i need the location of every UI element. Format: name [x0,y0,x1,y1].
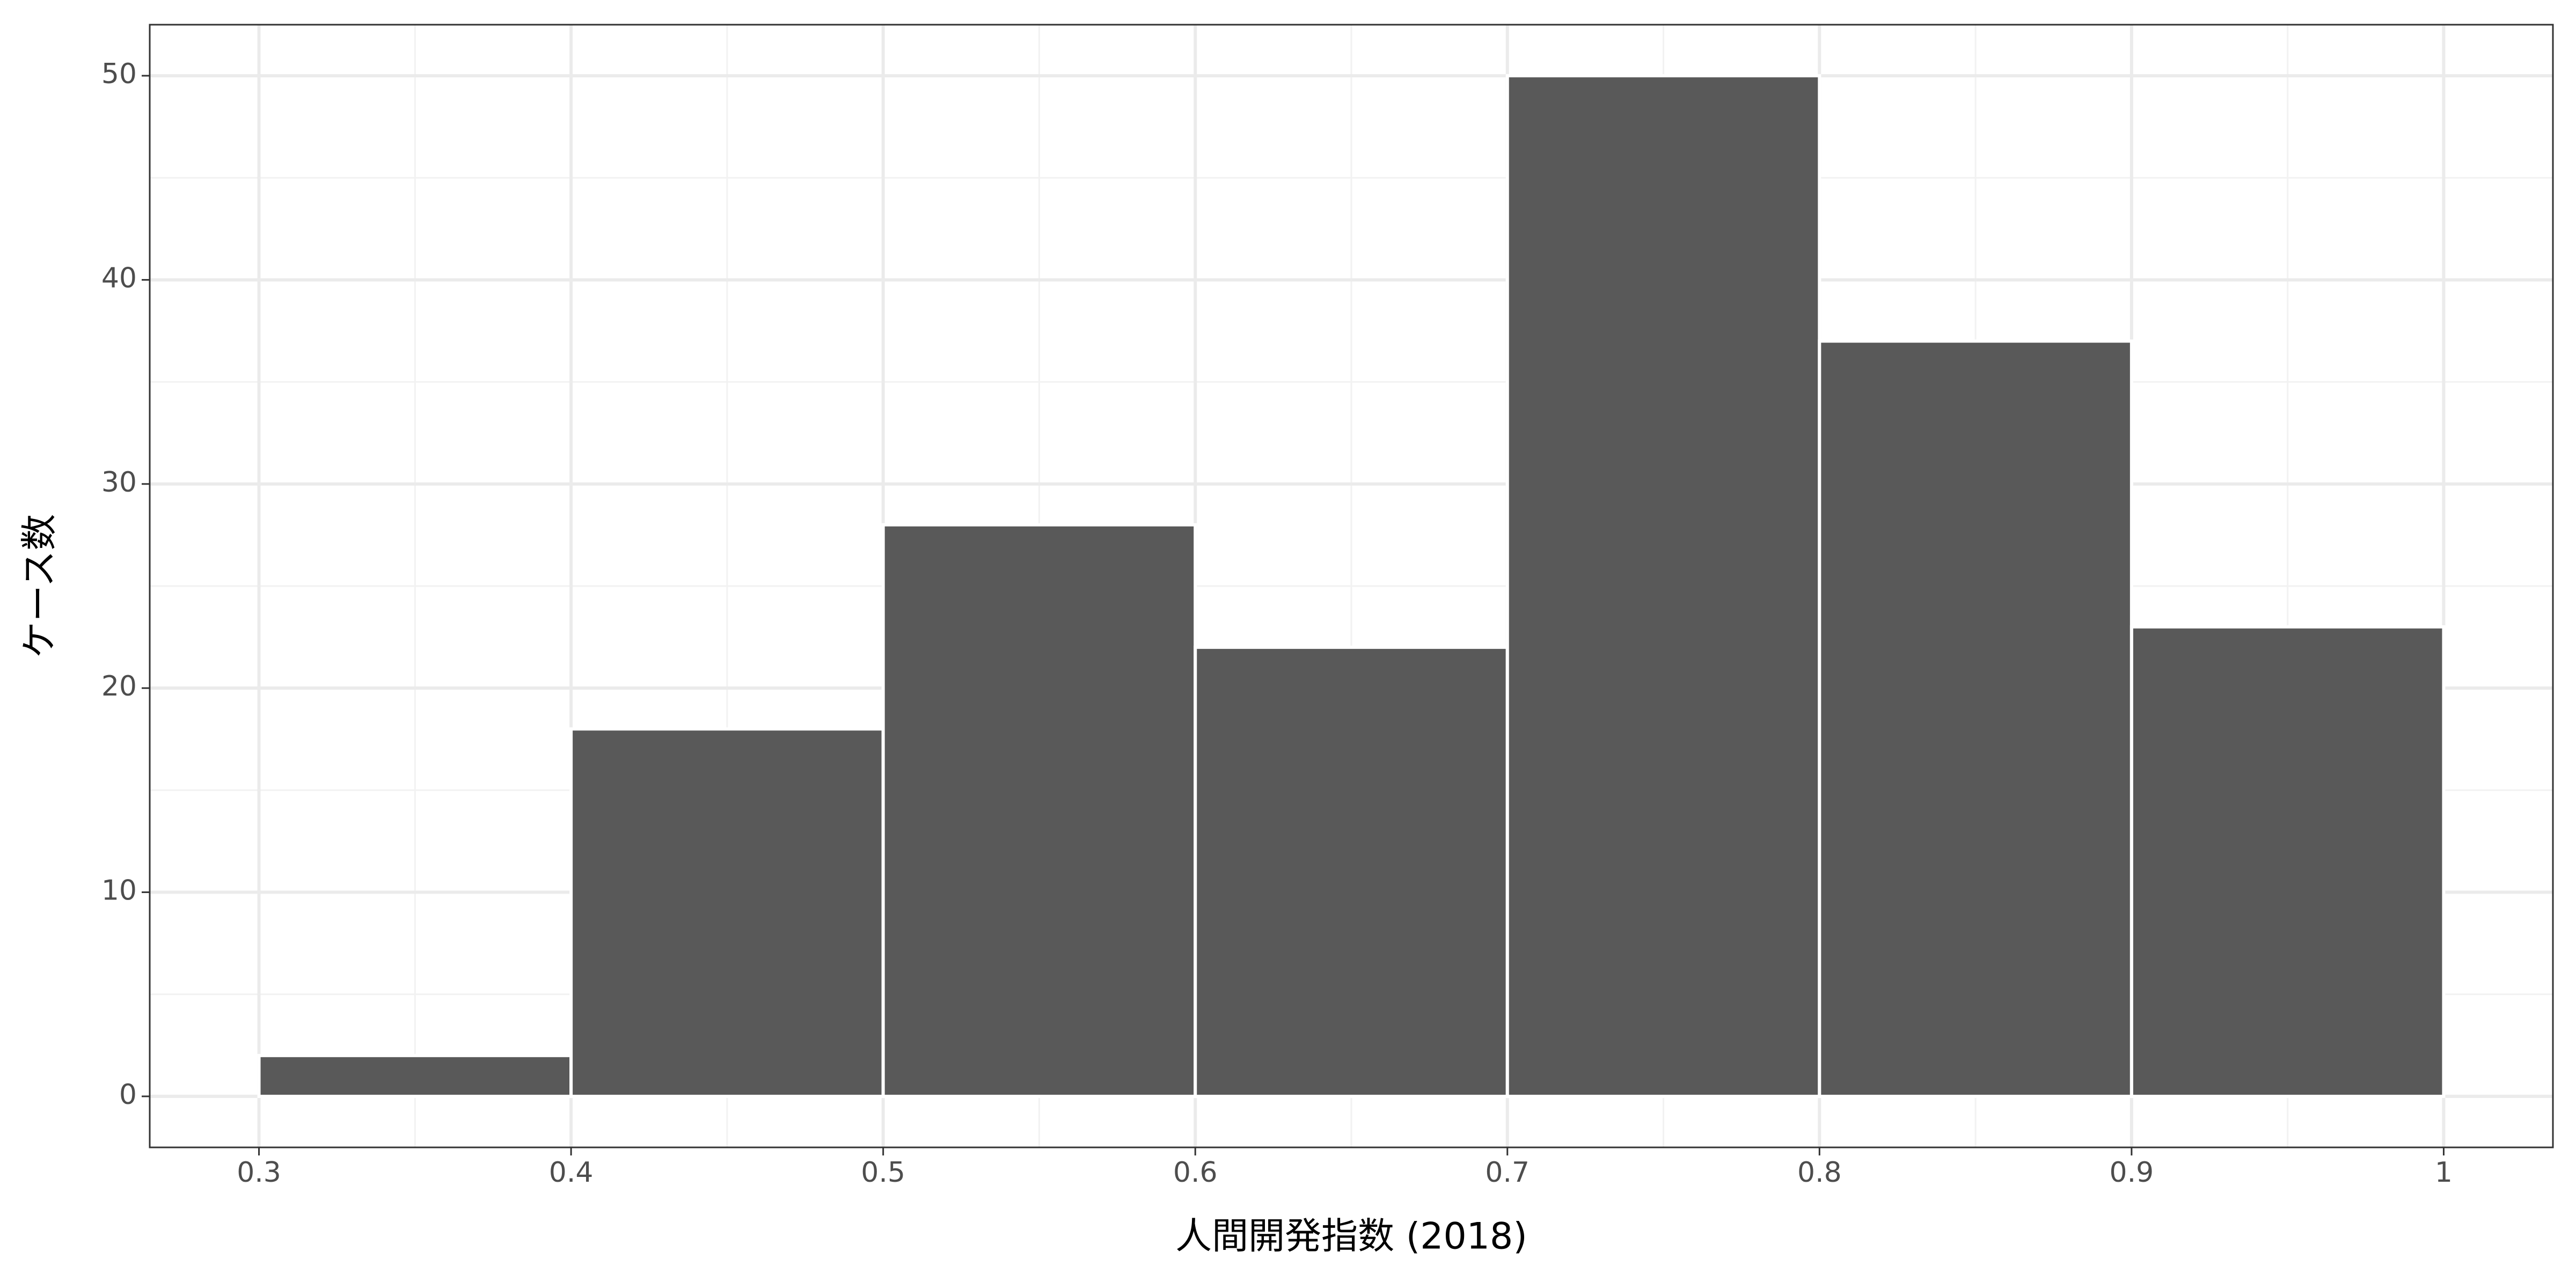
x-tick-label: 0.3 [237,1157,281,1189]
bar [1194,646,1509,1098]
x-axis-title: 人間開発指数 (2018) [1175,1216,1527,1258]
bar [569,727,885,1098]
y-tick-label: 20 [101,670,137,702]
bar [1505,74,1821,1098]
x-tick-label: 0.4 [549,1157,594,1189]
x-tick-label: 0.7 [1485,1157,1529,1189]
y-tick-label: 30 [101,466,137,499]
y-tick-label: 50 [101,58,137,90]
bar [1818,339,2133,1098]
bar [881,523,1197,1098]
x-tick-label: 0.9 [2110,1157,2154,1189]
bar [2129,625,2446,1098]
x-tick-label: 0.6 [1173,1157,1218,1189]
y-axis-title: ケース数 [19,514,61,658]
y-tick-label: 0 [119,1079,137,1111]
bar [257,1053,573,1098]
panel-border [149,24,2554,1148]
y-tick-label: 10 [101,875,137,907]
x-tick-label: 0.8 [1797,1157,1842,1189]
x-tick-label: 0.5 [861,1157,905,1189]
x-tick-label: 1 [2435,1157,2453,1189]
y-tick-label: 40 [101,262,137,294]
